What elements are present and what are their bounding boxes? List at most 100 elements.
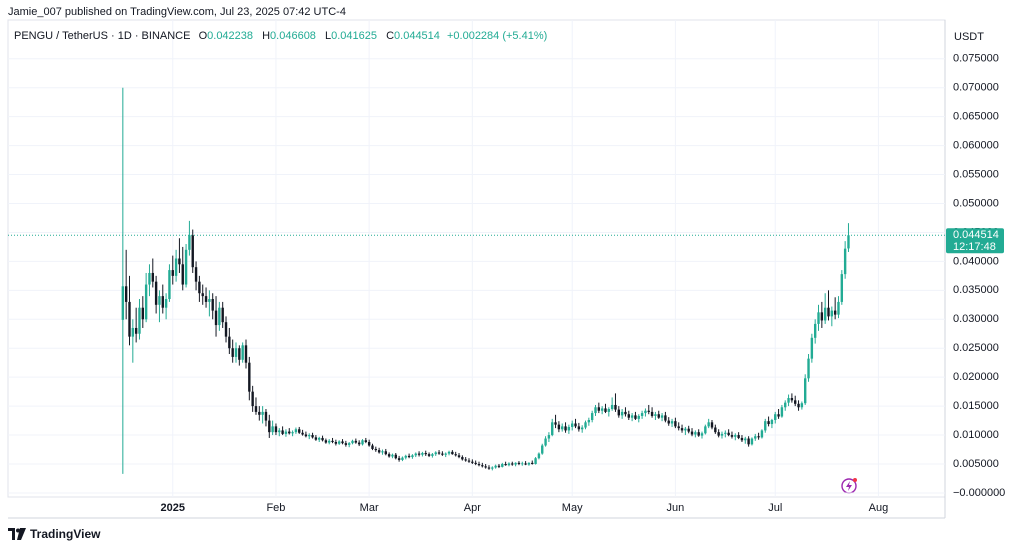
candle-body — [614, 404, 617, 410]
y-tick-label: 0.030000 — [953, 313, 999, 325]
candle-body — [377, 450, 381, 453]
candle-body — [201, 293, 204, 297]
y-tick-label: 0.055000 — [953, 168, 999, 180]
candle-body — [823, 307, 827, 321]
candle-body — [637, 415, 640, 419]
candle-body — [757, 436, 760, 438]
candle-body — [744, 438, 747, 441]
candle-body — [294, 429, 298, 433]
y-tick-label: 0.075000 — [953, 53, 999, 65]
price-label: 0.044514 — [953, 229, 999, 241]
candle-body — [427, 454, 431, 456]
candle-body — [381, 451, 384, 453]
candle-body — [660, 415, 664, 418]
candle-body — [274, 426, 278, 433]
candle-body — [291, 432, 294, 434]
candle-body — [301, 432, 304, 435]
candle-body — [444, 453, 447, 455]
candle-body — [464, 459, 467, 461]
candle-body — [421, 453, 424, 455]
candle-body — [367, 442, 371, 446]
tv-logo — [8, 528, 26, 540]
candle-body — [730, 435, 734, 437]
open-value: 0.042238 — [207, 30, 254, 42]
candle-body — [810, 337, 814, 359]
candle-body — [238, 348, 241, 360]
candle-body — [657, 414, 660, 418]
candle-body — [454, 454, 457, 456]
candle-body — [700, 433, 704, 436]
candle-body — [298, 429, 301, 433]
candle-body — [794, 400, 797, 404]
candle-body — [790, 398, 794, 401]
candle-body — [158, 296, 161, 305]
candle-body — [644, 410, 647, 414]
x-tick-label: Jun — [667, 502, 685, 514]
candle-body — [407, 455, 411, 458]
candle-body — [424, 453, 427, 455]
candle-body — [554, 422, 557, 425]
x-tick-label: Feb — [266, 502, 285, 514]
symbol: PENGU / TetherUS · 1D · BINANCE — [14, 30, 191, 42]
candle-body — [397, 458, 401, 460]
y-tick-label: 0.070000 — [953, 82, 999, 94]
candle-body — [414, 453, 417, 456]
x-tick-label: Mar — [360, 502, 379, 514]
candle-body — [770, 420, 774, 425]
candle-body — [121, 286, 125, 320]
candle-body — [840, 274, 844, 302]
candle-body — [517, 462, 521, 465]
candle-body — [580, 427, 584, 430]
candle-body — [747, 438, 750, 445]
candle-body — [221, 307, 224, 323]
close-key: C — [386, 30, 395, 42]
candle-body — [181, 264, 184, 285]
candle-body — [667, 420, 670, 424]
low-value: 0.041625 — [331, 30, 378, 42]
candle-body — [487, 467, 491, 469]
candle-body — [504, 464, 507, 466]
grid — [8, 20, 945, 497]
candle-body — [697, 432, 700, 436]
candle-body — [600, 408, 604, 411]
candle-body — [627, 414, 630, 418]
footer: TradingView — [8, 527, 100, 541]
candle-body — [707, 422, 710, 427]
candle-body — [501, 464, 504, 467]
candle-body — [634, 415, 637, 419]
candle-body — [198, 281, 201, 294]
candle-body — [361, 440, 364, 445]
candle-body — [817, 312, 820, 324]
candle-body — [331, 440, 334, 443]
candle-body — [524, 463, 527, 465]
candles — [8, 87, 945, 474]
candle-body — [624, 411, 627, 415]
candle-body — [833, 310, 837, 315]
y-tick-label: 0.060000 — [953, 140, 999, 152]
candle-body — [244, 345, 248, 363]
axis-labels: −0.000000 0.005000 0.010000 0.015000 0.02000… — [161, 53, 1006, 514]
candle-body — [391, 454, 394, 457]
candle-body — [311, 435, 314, 438]
candle-body — [471, 461, 474, 463]
candle-body — [607, 409, 611, 412]
close-value: 0.044514 — [394, 30, 440, 42]
candle-body — [268, 420, 271, 433]
candle-body — [677, 426, 680, 429]
candle-body — [161, 296, 164, 308]
candle-body — [803, 378, 807, 404]
candle-body — [474, 462, 477, 465]
candle-body — [694, 432, 697, 435]
candle-body — [278, 430, 281, 433]
candle-body — [208, 299, 211, 302]
candle-body — [534, 458, 537, 465]
candle-body — [610, 404, 614, 410]
candle-body — [710, 422, 714, 428]
candle-body — [541, 445, 544, 454]
candle-body — [241, 345, 244, 360]
candle-body — [577, 426, 581, 430]
candle-body — [188, 235, 191, 250]
candle-body — [784, 402, 787, 408]
candle-body — [767, 421, 770, 425]
candle-body — [564, 426, 567, 431]
